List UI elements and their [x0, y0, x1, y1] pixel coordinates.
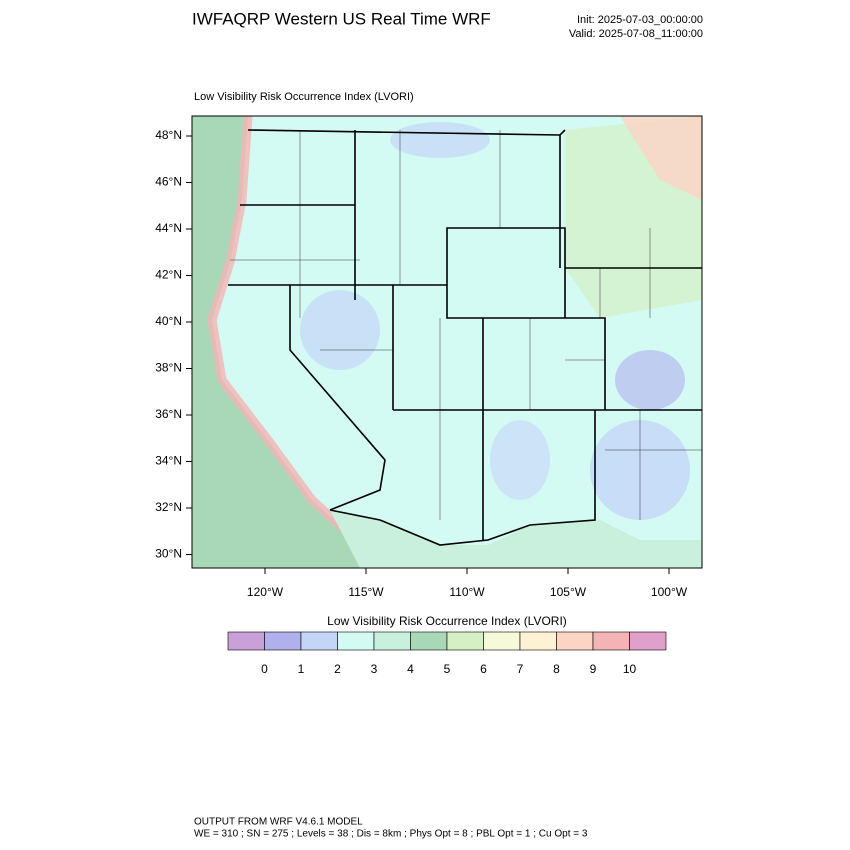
lat-label: 42°N: [155, 268, 182, 282]
lat-label: 40°N: [155, 314, 182, 328]
colorbar-label: 4: [407, 662, 414, 676]
colorbar-label: 0: [261, 662, 268, 676]
lon-labels: 120°W 115°W 110°W 105°W 100°W: [247, 568, 688, 599]
colorbar-box: [446, 631, 484, 651]
lat-label: 48°N: [155, 128, 182, 142]
colorbar-box: [337, 631, 375, 651]
footer-line: WE = 310 ; SN = 275 ; Levels = 38 ; Dis …: [194, 829, 588, 840]
colorbar-box: [629, 631, 667, 651]
colorbar-box: [592, 631, 630, 651]
colorbar-label: 10: [623, 662, 637, 676]
colorbar-box: [300, 631, 338, 651]
lat-label: 38°N: [155, 361, 182, 375]
map-frame: [191, 115, 703, 569]
colorbar-label: 1: [298, 662, 305, 676]
lon-label: 105°W: [550, 585, 587, 599]
lon-label: 115°W: [348, 585, 384, 599]
lat-label: 32°N: [155, 500, 182, 514]
colorbar-box: [519, 631, 557, 651]
colorbar-box: [556, 631, 594, 651]
colorbar-box: [483, 631, 521, 651]
colorbar-box: [410, 631, 448, 651]
valid-time: Valid: 2025-07-08_11:00:00: [569, 28, 703, 40]
lat-label: 46°N: [155, 175, 182, 189]
colorbar-title: Low Visibility Risk Occurrence Index (LV…: [327, 614, 567, 628]
map-subtitle: Low Visibility Risk Occurrence Index (LV…: [194, 91, 414, 103]
lat-label: 44°N: [155, 221, 182, 235]
colorbar-label: 2: [334, 662, 341, 676]
lon-label: 120°W: [247, 585, 284, 599]
colorbar-label: 7: [517, 662, 524, 676]
lat-label: 34°N: [155, 454, 182, 468]
map: [192, 116, 702, 568]
lon-label: 100°W: [651, 585, 688, 599]
colorbar-label: 8: [553, 662, 560, 676]
title: IWFAQRP Western US Real Time WRF: [192, 9, 491, 28]
init-time: Init: 2025-07-03_00:00:00: [577, 14, 703, 26]
lon-label: 110°W: [449, 585, 485, 599]
colorbar-label: 3: [371, 662, 378, 676]
colorbar-box: [264, 631, 302, 651]
lat-label: 30°N: [155, 547, 182, 561]
colorbar: 0 1 2 3 4 5 6 7 8 9 10: [227, 631, 667, 676]
colorbar-label: 5: [444, 662, 451, 676]
lat-label: 36°N: [155, 407, 182, 421]
footer-line: OUTPUT FROM WRF V4.6.1 MODEL: [194, 817, 363, 828]
lat-labels: 48°N 46°N 44°N 42°N 40°N 38°N 36°N 34°N 32°N 30°N: [155, 128, 192, 561]
colorbar-label: 9: [590, 662, 597, 676]
colorbar-box: [227, 631, 265, 651]
colorbar-box: [373, 631, 411, 651]
colorbar-label: 6: [480, 662, 487, 676]
